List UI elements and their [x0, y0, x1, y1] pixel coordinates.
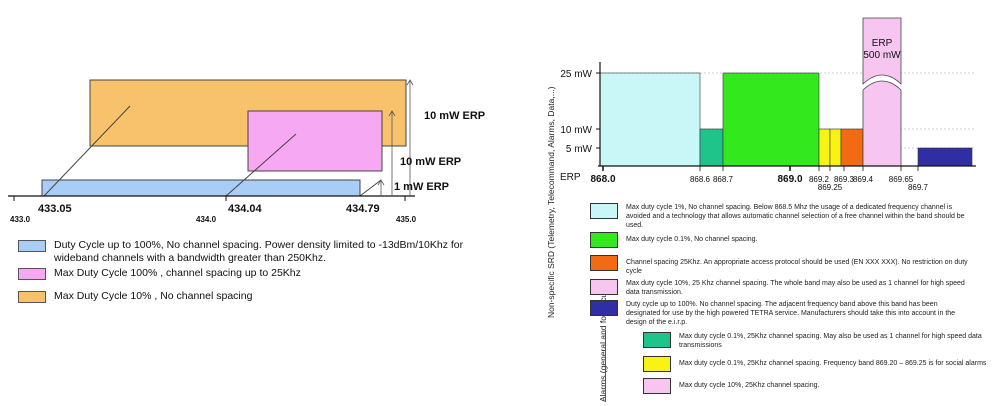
left-chart-433mhz: 10 mW ERP 10 mW ERP 1 mW ERP 433.05 434.04 43… — [8, 79, 485, 303]
legend-text-pink: Max Duty Cycle 100% , channel spacing up… — [54, 267, 301, 279]
bound-label-433-05: 433.05 — [38, 203, 72, 215]
alarm-legend-swatch-yellow — [643, 356, 671, 372]
legend-swatch-pink — [18, 268, 46, 280]
alarm-legend-swatch-green — [643, 332, 671, 348]
bar-869-4-upper — [862, 17, 902, 85]
y-tick-label-0: 25 mW — [560, 69, 592, 80]
x-tick-label-434-0: 434.0 — [196, 215, 217, 224]
x-tick-label-868-0: 868.0 — [590, 174, 615, 185]
bar-868 — [599, 72, 701, 167]
left-chart-svg: 10 mW ERP 10 mW ERP 1 mW ERP 433.05 434.04 43… — [8, 79, 485, 224]
perspective-line-3 — [359, 179, 382, 197]
right-legend-swatch-navy — [590, 300, 618, 316]
group-label-non-specific: Non-specific SRD (Telemetry, Telecommand… — [546, 86, 556, 318]
right-legend-text-cyan: Max duty cycle 1%, No channel spacing. B… — [626, 204, 965, 229]
bar-869-3 — [840, 128, 864, 167]
x-tick-label-435-0: 435.0 — [396, 215, 417, 224]
bar-869-7 — [917, 147, 973, 167]
perspective-line-1 — [43, 105, 131, 197]
erp-callout-label: ERP — [872, 38, 893, 49]
perspective-line-2 — [225, 133, 297, 197]
erp-label-blue: 1 mW ERP — [394, 181, 449, 193]
bar-868-6 — [699, 128, 724, 167]
x-tick-label-869-2: 869.2 — [809, 175, 830, 184]
x-tick-label-869-65: 869.65 — [889, 175, 914, 184]
right-chart-868mhz: ERP 500 mW 25 mW 10 mW 5 mW ERP 868.0 868.6 868.… — [500, 0, 998, 406]
erp-label-orange: 10 mW ERP — [424, 110, 485, 122]
x-tick-label-433-0: 433.0 — [10, 215, 31, 224]
x-tick-label-869-3: 869.3 — [834, 175, 855, 184]
y-tick-label-1: 10 mW — [560, 125, 592, 136]
bar-868-7 — [722, 72, 820, 167]
x-tick-label-869-25: 869.25 — [818, 183, 843, 192]
right-legend-text-green: Max duty cycle 0.1%, No channel spacing. — [626, 236, 758, 243]
y-axis-title-erp: ERP — [560, 172, 581, 183]
y-tick-label-2: 5 mW — [566, 144, 593, 155]
right-legend-swatch-pink — [590, 279, 618, 295]
x-tick-label-868-6: 868.6 — [690, 175, 711, 184]
x-tick-label-869-7: 869.7 — [908, 183, 929, 192]
alarm-legend-text-green: Max duty cycle 0.1%, 25Khz channel spaci… — [679, 333, 982, 349]
bar-869-2 — [818, 128, 831, 167]
right-legend-swatch-orange — [590, 255, 618, 271]
right-legend-text-pink: Max duty cycle 10%, 25 Khz channel spaci… — [626, 280, 965, 296]
erp-callout-value: 500 mW — [863, 50, 901, 61]
alarm-legend-swatch-pink — [643, 378, 671, 394]
legend-swatch-orange — [18, 291, 46, 303]
x-tick-label-869-0: 869.0 — [777, 174, 802, 185]
legend-text-blue: Duty Cycle up to 100%, No channel spacin… — [54, 239, 464, 264]
alarm-legend-text-pink: Max duty cycle 10%, 25Khz channel spacin… — [679, 382, 820, 389]
group-label-alarms: Alarms (general and for security) — [598, 278, 608, 402]
bound-label-434-04: 434.04 — [228, 203, 263, 215]
right-legend-swatch-cyan — [590, 203, 618, 219]
right-legend-text-navy: Duty cycle up to 100%. No channel spacin… — [626, 301, 956, 326]
legend-swatch-blue — [18, 240, 46, 252]
erp-arrow-head-0 — [406, 79, 414, 86]
band-blue-100pct — [41, 179, 361, 197]
erp-arrow-head-1 — [388, 110, 396, 117]
erp-arrow-head-2 — [377, 179, 385, 186]
right-legend-text-orange: Channel spacing 25Khz. An appropriate ac… — [626, 259, 968, 275]
alarm-legend-text-yellow: Max duty cycle 0.1%, 25Khz channel spaci… — [679, 360, 987, 367]
x-tick-label-869-4: 869.4 — [853, 175, 874, 184]
band-pink-100pct — [247, 110, 383, 172]
alarms-divider — [605, 330, 606, 402]
legend-text-orange: Max Duty Cycle 10% , No channel spacing — [54, 290, 253, 302]
x-tick-label-868-7: 868.7 — [713, 175, 734, 184]
erp-label-pink: 10 mW ERP — [400, 156, 461, 168]
bound-label-434-79: 434.79 — [346, 203, 380, 215]
bar-869-4-lower — [862, 80, 902, 167]
bar-869-25 — [829, 128, 842, 167]
right-legend-swatch-green — [590, 232, 618, 248]
